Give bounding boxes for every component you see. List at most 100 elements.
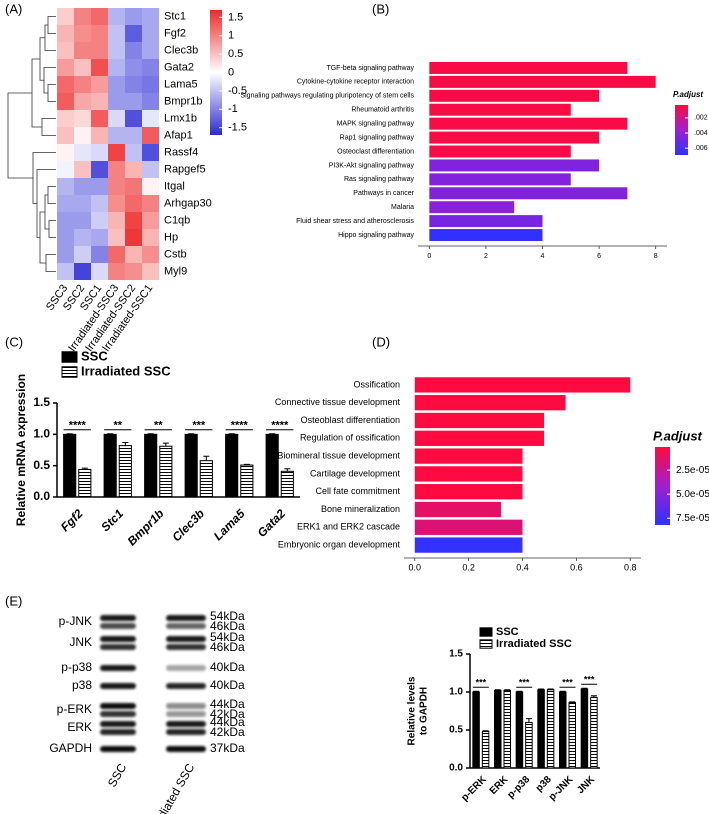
x-tick-label: Lama5 <box>211 506 248 543</box>
significance-label: *** <box>562 678 573 688</box>
heatmap-cell <box>74 178 91 195</box>
y-tick-label: 1.5 <box>33 395 50 409</box>
bar <box>568 702 576 769</box>
heatmap-cell <box>91 246 108 263</box>
bar <box>429 187 628 200</box>
row-label: Arhgap30 <box>164 197 212 209</box>
x-tick-label: 0.6 <box>570 562 583 572</box>
size-label: 42kDa <box>210 725 245 739</box>
bar <box>429 229 543 242</box>
blot-band <box>166 644 206 650</box>
error-bar <box>569 701 576 703</box>
error-bar <box>284 468 291 472</box>
heatmap-cell <box>74 229 91 246</box>
bar <box>103 433 117 498</box>
row-label: Itgal <box>164 180 185 192</box>
x-tick-label: p-ERK <box>459 774 489 804</box>
blot-band <box>166 636 206 642</box>
heatmap-cell <box>142 212 159 229</box>
bar <box>515 691 524 769</box>
legend-label: Irradiated SSC <box>81 363 171 378</box>
category-label: PI3K-Akt signaling pathway <box>329 162 415 169</box>
y-axis-label: Relative mRNA expression <box>14 374 28 526</box>
heatmap-cell <box>91 110 108 127</box>
blot-band <box>100 729 136 735</box>
colorbar-tick-label: 0.5 <box>228 48 243 60</box>
error-bar <box>581 687 588 689</box>
category-label: Ras signaling pathway <box>344 176 415 183</box>
significance-label: ** <box>154 420 163 432</box>
heatmap-cell <box>125 212 142 229</box>
category-label: Rap1 signaling pathway <box>340 134 415 141</box>
error-bar <box>538 688 545 690</box>
row-label: Afap1 <box>164 129 193 141</box>
significance-label: **** <box>69 420 87 432</box>
x-tick-label: 4 <box>541 253 545 260</box>
x-tick-label: 0.0 <box>409 562 422 572</box>
bar <box>429 117 628 130</box>
bar <box>429 75 656 88</box>
heatmap-cell <box>142 161 159 178</box>
heatmap-cell <box>125 195 142 212</box>
heatmap-cell <box>108 76 125 93</box>
heatmap-cell <box>108 212 125 229</box>
heatmap-cell <box>142 25 159 42</box>
row-label: Rapgef5 <box>164 163 206 175</box>
legend-swatch <box>61 351 78 363</box>
x-tick-label: 6 <box>597 253 601 260</box>
heatmap-cell <box>74 246 91 263</box>
heatmap-cell <box>108 127 125 144</box>
row-label: C1qb <box>164 214 190 226</box>
heatmap-cell <box>91 195 108 212</box>
blot-band <box>100 636 136 642</box>
heatmap-cell <box>57 229 74 246</box>
size-label: 54kDa <box>210 630 245 644</box>
blot-band <box>100 615 136 621</box>
heatmap-cell <box>57 127 74 144</box>
significance-label: *** <box>192 420 206 432</box>
heatmap-cell <box>108 59 125 76</box>
category-label: Cartilage development <box>310 468 401 478</box>
lane-label: Irradiated SSC <box>146 761 198 814</box>
size-label: 40kDa <box>210 660 245 674</box>
heatmap-cell <box>142 178 159 195</box>
heatmap-cell <box>74 42 91 59</box>
bar <box>78 468 92 498</box>
bar <box>580 688 589 769</box>
heatmap-cell <box>142 144 159 161</box>
blot-band <box>166 746 206 752</box>
heatmap-cell <box>91 25 108 42</box>
error-bar <box>559 690 566 692</box>
legend-label: SSC <box>496 626 519 638</box>
category-label: Cell fate commitment <box>315 486 400 496</box>
row-label: Lmx1b <box>164 112 197 124</box>
bar <box>225 433 239 498</box>
blot-band <box>166 703 206 709</box>
bar <box>429 159 600 172</box>
panel-label: (D) <box>372 334 390 349</box>
x-tick-label: p-p38 <box>506 774 533 801</box>
y-tick-label: 1.0 <box>33 427 50 441</box>
heatmap-cell <box>108 195 125 212</box>
heatmap-cell <box>125 246 142 263</box>
category-label: Malaria <box>391 204 414 211</box>
error-bar <box>81 467 88 470</box>
category-label: Cytokine-cytokine receptor interaction <box>297 79 414 86</box>
panel-label: (C) <box>5 334 23 349</box>
bar <box>265 433 279 498</box>
bar <box>199 460 213 498</box>
heatmap-cell <box>125 110 142 127</box>
error-bar <box>269 433 276 435</box>
colorbar-tick-label: .002 <box>694 115 708 122</box>
bar <box>494 689 502 769</box>
heatmap-cell <box>142 127 159 144</box>
heatmap-cell <box>142 76 159 93</box>
heatmap-cell <box>125 42 142 59</box>
blot-band <box>166 683 206 689</box>
bar <box>429 201 515 214</box>
bar <box>240 464 254 498</box>
row-label: Cstb <box>164 248 187 260</box>
heatmap-cell <box>108 178 125 195</box>
